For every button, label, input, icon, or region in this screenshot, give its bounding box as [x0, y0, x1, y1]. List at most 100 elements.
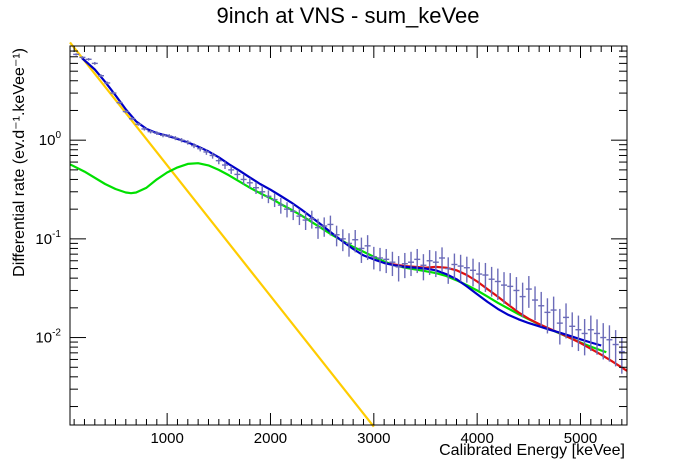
x-tick-label: 5000 — [564, 430, 597, 447]
y-tick-label-exponent: -2 — [52, 328, 61, 339]
data-point — [395, 256, 402, 282]
data-point — [129, 117, 136, 121]
y-tick-label-base: 10 — [35, 330, 52, 347]
data-point — [135, 122, 142, 126]
y-tick-label-exponent: 0 — [55, 130, 61, 141]
data-point — [290, 204, 297, 221]
data-point — [594, 319, 601, 355]
y-tick-label-base: 10 — [39, 132, 56, 149]
data-point — [401, 252, 408, 279]
data-point — [339, 229, 346, 252]
data-point — [581, 319, 588, 356]
data-point — [73, 53, 80, 56]
data-point — [116, 101, 123, 105]
data-point — [544, 298, 551, 334]
data-point — [209, 152, 216, 159]
data-point — [463, 256, 470, 283]
data-point — [265, 190, 272, 204]
data-point — [203, 149, 210, 155]
data-point — [383, 248, 390, 274]
data-point — [197, 146, 204, 152]
data-point — [321, 217, 328, 237]
data-point — [525, 276, 532, 308]
data-point — [172, 136, 179, 141]
data-point — [352, 229, 359, 253]
data-point — [476, 262, 483, 291]
data-point — [296, 208, 303, 226]
data-point — [184, 140, 191, 145]
data-point — [587, 315, 594, 352]
data-point — [358, 237, 365, 263]
data-point — [575, 315, 582, 352]
data-point — [550, 296, 557, 330]
data-point — [519, 282, 526, 318]
data-point — [414, 248, 421, 274]
data-point — [513, 277, 520, 311]
data-point — [563, 303, 570, 339]
data-point — [538, 291, 545, 327]
data-point — [494, 268, 501, 301]
data-point — [160, 133, 167, 138]
y-tick-label: 10-2 — [35, 328, 61, 347]
data-point — [488, 266, 495, 297]
gaussian-component-curve — [69, 162, 607, 354]
data-point — [556, 308, 563, 345]
data-point — [98, 74, 105, 78]
data-point — [259, 185, 266, 199]
data-point — [253, 182, 260, 194]
data-point — [612, 330, 619, 367]
data-point — [91, 61, 98, 65]
chart-title: 9inch at VNS - sum_keVee — [217, 3, 480, 28]
data-point — [153, 131, 160, 135]
data-point — [445, 257, 452, 284]
data-point — [246, 177, 253, 189]
data-point — [228, 166, 235, 174]
data-point — [147, 129, 154, 134]
data-point — [420, 254, 427, 281]
y-tick-label-base: 10 — [35, 231, 52, 248]
data-point — [470, 258, 477, 287]
data-point — [104, 81, 111, 85]
data-point — [122, 110, 129, 114]
data-point — [166, 134, 173, 139]
data-point — [451, 253, 458, 280]
data-point — [302, 212, 309, 230]
data-point — [222, 161, 229, 170]
data-point — [284, 202, 291, 218]
data-point — [569, 312, 576, 348]
data-points — [73, 53, 625, 374]
data-point — [333, 225, 340, 247]
data-point — [315, 218, 322, 239]
data-point — [501, 272, 508, 304]
data-point — [346, 233, 353, 257]
x-tick-label: 1000 — [150, 430, 183, 447]
data-point — [389, 251, 396, 277]
data-point — [178, 138, 185, 143]
data-point — [85, 58, 92, 61]
y-tick-label: 10-1 — [35, 229, 61, 248]
data-point — [364, 235, 371, 261]
y-tick-label-exponent: -1 — [52, 229, 61, 240]
exponential-component-curve — [69, 41, 375, 428]
data-point — [606, 325, 613, 362]
data-point — [439, 247, 446, 273]
data-point — [271, 193, 278, 208]
data-point — [277, 197, 284, 214]
data-point — [327, 215, 334, 236]
data-point — [141, 127, 148, 131]
data-point — [110, 91, 117, 95]
plot-frame — [69, 45, 628, 426]
data-point — [377, 247, 384, 272]
data-point — [482, 262, 489, 292]
data-point — [532, 286, 539, 321]
data-point — [234, 170, 241, 179]
data-point — [408, 251, 415, 277]
x-tick-label: 4000 — [460, 430, 493, 447]
data-point — [191, 143, 198, 149]
data-point — [79, 56, 86, 59]
x-axis-label: Calibrated Energy [keVee] — [439, 442, 625, 459]
data-point — [507, 273, 514, 306]
data-point — [308, 210, 315, 229]
